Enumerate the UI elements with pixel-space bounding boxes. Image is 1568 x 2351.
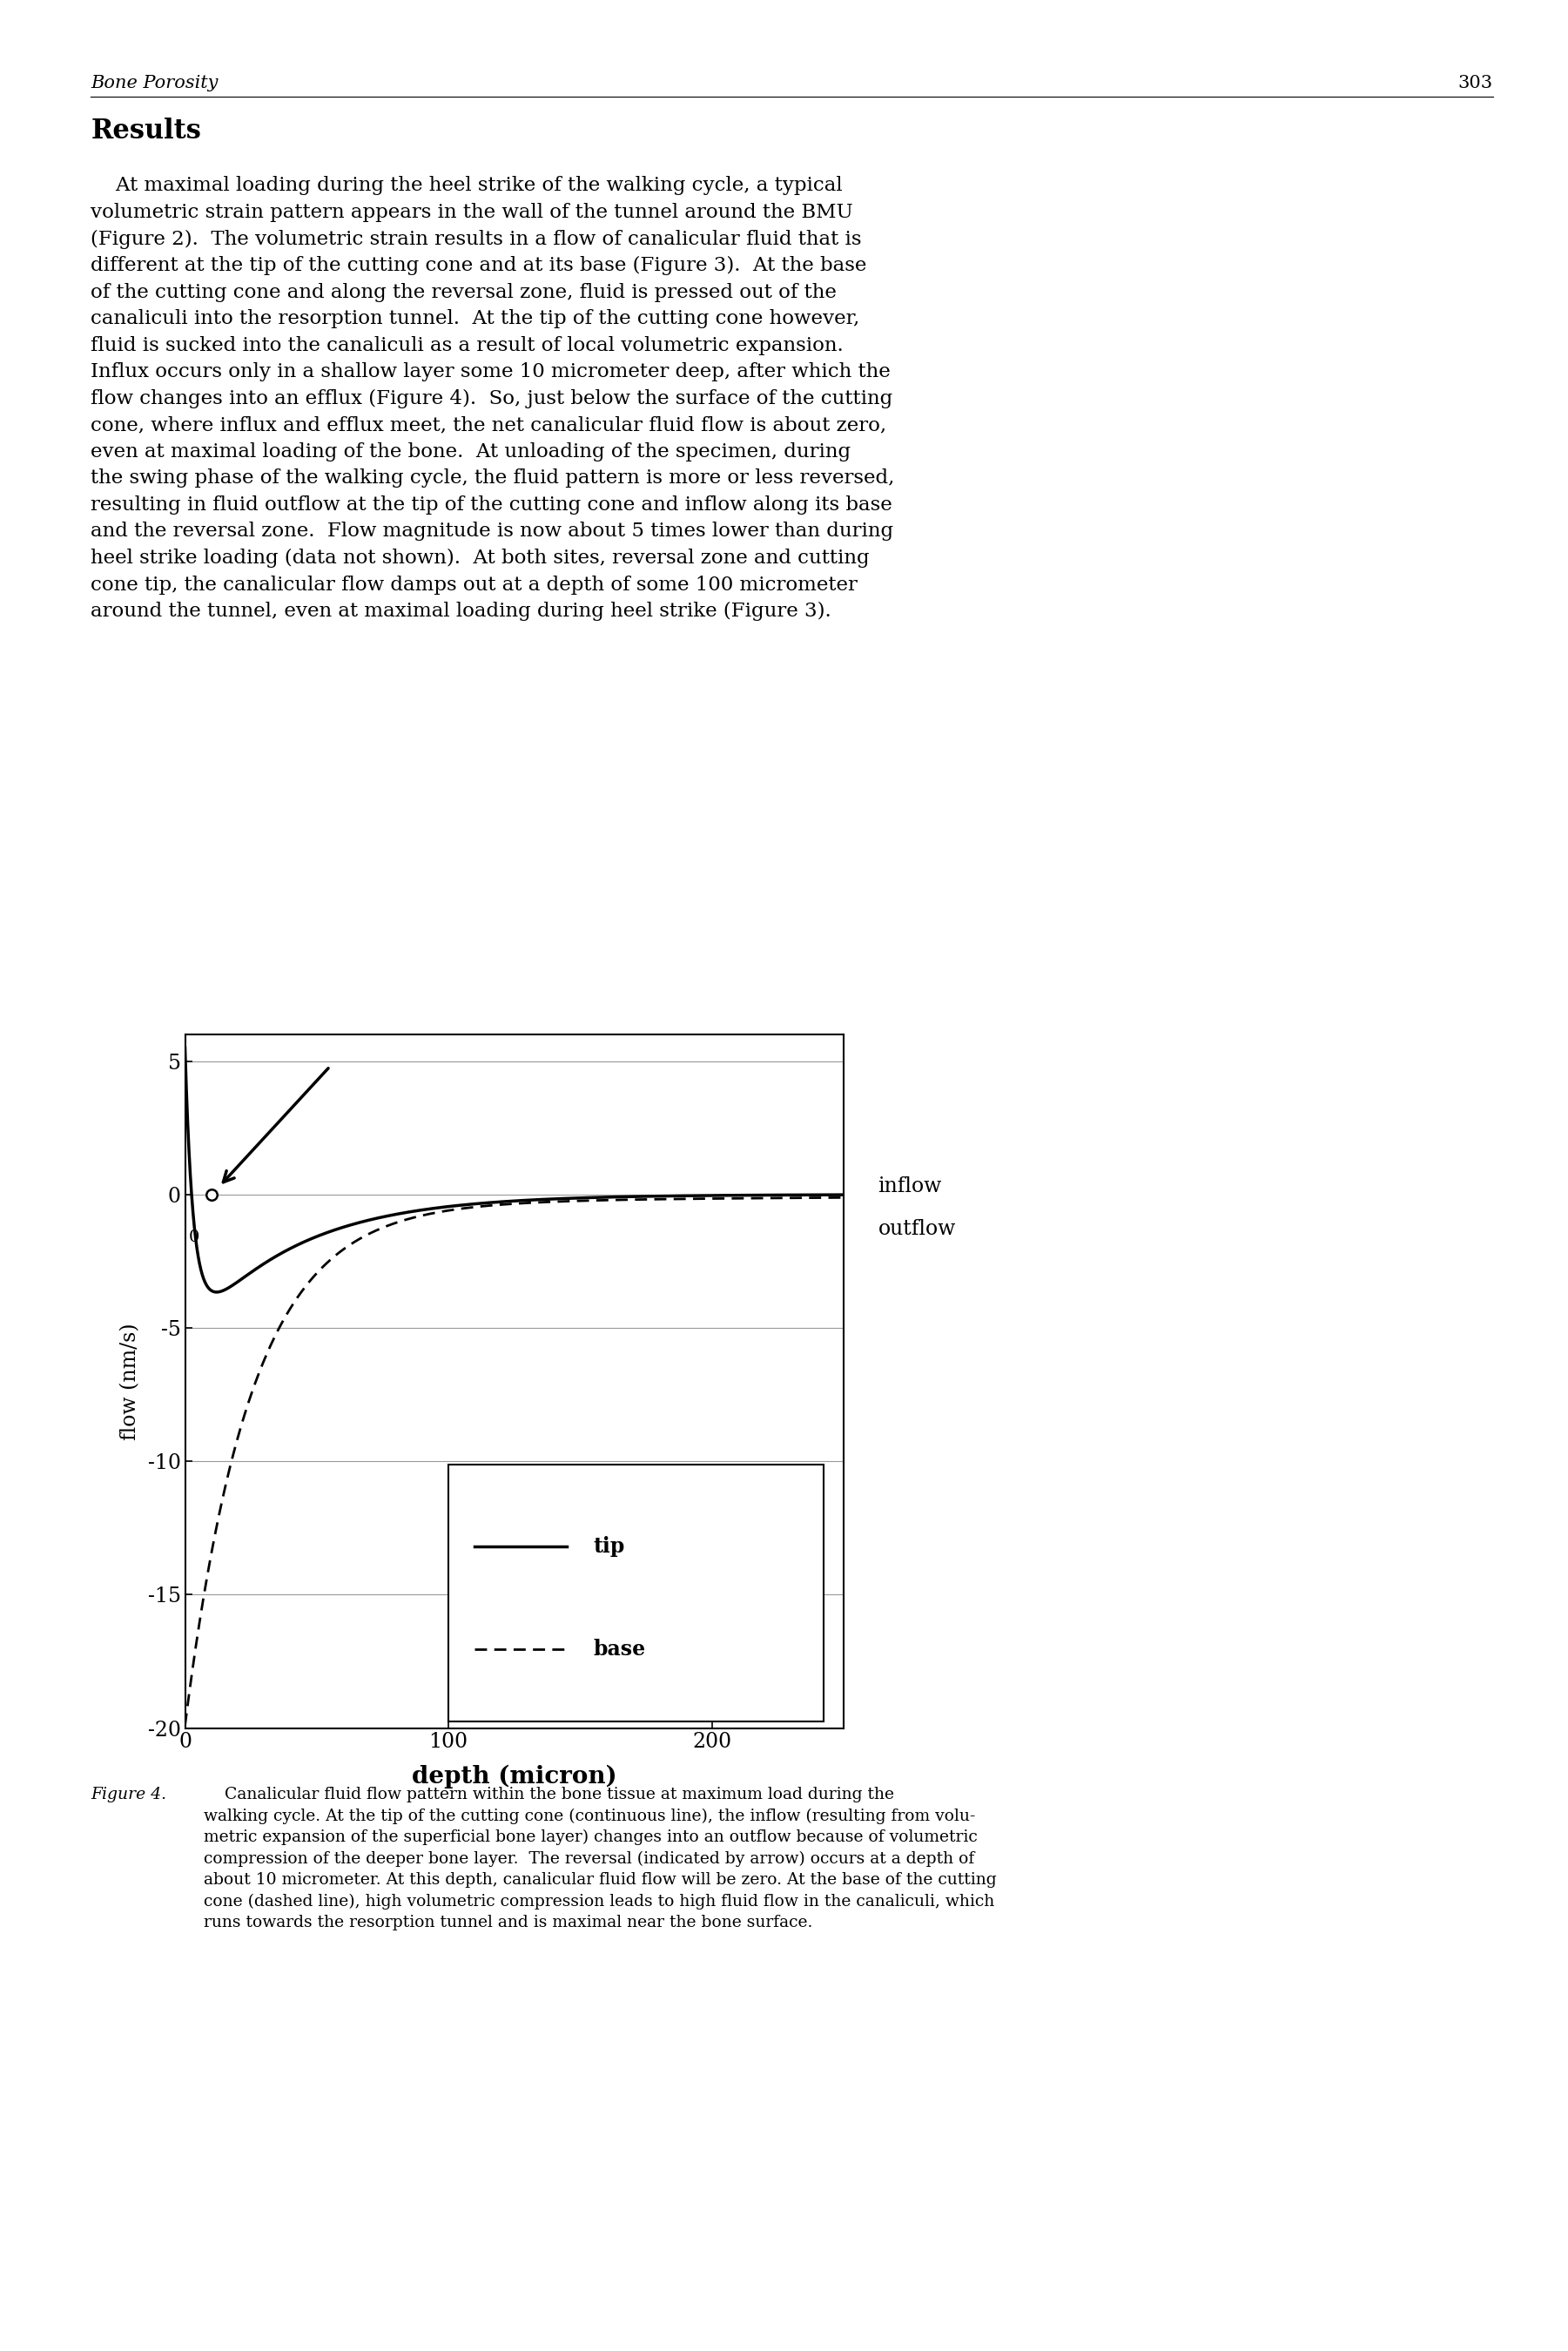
Text: Bone Porosity: Bone Porosity — [91, 75, 218, 92]
Bar — [448, 1465, 823, 1721]
Text: 0: 0 — [188, 1230, 199, 1244]
Text: Canalicular fluid flow pattern within the bone tissue at maximum load during the: Canalicular fluid flow pattern within th… — [204, 1787, 997, 1930]
Text: Results: Results — [91, 118, 201, 143]
Y-axis label: flow (nm/s): flow (nm/s) — [121, 1324, 141, 1439]
X-axis label: depth (micron): depth (micron) — [412, 1763, 616, 1789]
Text: Figure 4.: Figure 4. — [91, 1787, 166, 1803]
Text: outflow: outflow — [878, 1220, 956, 1239]
Text: inflow: inflow — [878, 1176, 942, 1197]
Text: tip: tip — [593, 1535, 626, 1556]
Text: At maximal loading during the heel strike of the walking cycle, a typical
volume: At maximal loading during the heel strik… — [91, 176, 895, 621]
Text: base: base — [593, 1639, 646, 1660]
Text: 303: 303 — [1458, 75, 1493, 92]
